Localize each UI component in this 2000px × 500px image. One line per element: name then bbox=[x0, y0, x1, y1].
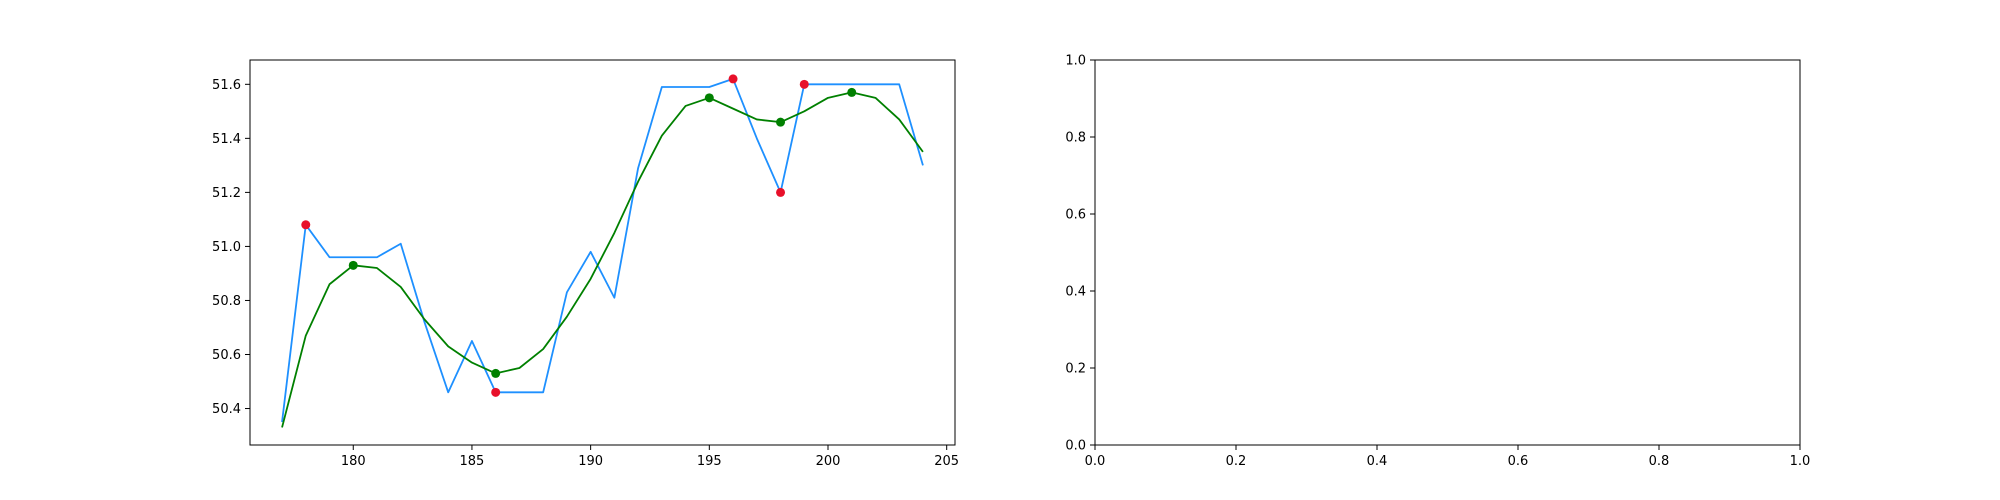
y-tick-label-0: 50.4 bbox=[212, 402, 241, 417]
x-tick-label-0: 180 bbox=[341, 454, 366, 469]
series-line-1 bbox=[281, 91, 924, 428]
y-tick-label-4: 0.8 bbox=[1065, 131, 1086, 146]
series-3-point-3 bbox=[776, 117, 786, 127]
plot-area bbox=[1095, 60, 1800, 445]
y-tick-label-3: 51.0 bbox=[212, 240, 241, 255]
x-tick-label-5: 205 bbox=[934, 454, 959, 469]
y-tick-label-2: 50.8 bbox=[212, 294, 241, 309]
plot-area bbox=[250, 60, 955, 445]
x-tick-label-2: 190 bbox=[578, 454, 603, 469]
y-tick-label-5: 51.4 bbox=[212, 132, 241, 147]
y-tick-label-5: 1.0 bbox=[1065, 54, 1086, 69]
y-tick-label-6: 51.6 bbox=[212, 78, 241, 93]
x-tick-label-1: 185 bbox=[460, 454, 485, 469]
series-2-point-1 bbox=[491, 387, 501, 397]
right-chart: 0.0 0.2 0.4 0.6 0.8 1.0 0.0 0.2 0.4 0.6 0.8 1.0 bbox=[1065, 54, 1810, 470]
x-tick-label-4: 200 bbox=[816, 454, 841, 469]
x-tick-label-3: 0.6 bbox=[1508, 454, 1529, 469]
series-3-point-0 bbox=[348, 260, 358, 270]
series-2-point-0 bbox=[301, 220, 311, 230]
series-2-point-3 bbox=[776, 187, 786, 197]
y-tick-label-1: 50.6 bbox=[212, 348, 241, 363]
x-tick-label-0: 0.0 bbox=[1085, 454, 1106, 469]
series-3-point-2 bbox=[704, 93, 714, 103]
x-tick-label-1: 0.2 bbox=[1226, 454, 1247, 469]
y-tick-label-4: 51.2 bbox=[212, 186, 241, 201]
series-2-point-4 bbox=[799, 79, 809, 89]
y-tick-label-3: 0.6 bbox=[1065, 208, 1086, 223]
x-tick-label-3: 195 bbox=[697, 454, 722, 469]
axes-frame bbox=[249, 59, 956, 446]
y-tick-label-1: 0.2 bbox=[1065, 362, 1086, 377]
series-2-point-2 bbox=[728, 74, 738, 84]
y-tick-label-0: 0.0 bbox=[1065, 439, 1086, 454]
axes-frame bbox=[1094, 59, 1801, 446]
x-tick-label-4: 0.8 bbox=[1649, 454, 1670, 469]
series-3-point-4 bbox=[847, 87, 857, 97]
series-line-0 bbox=[281, 78, 924, 423]
x-tick-label-2: 0.4 bbox=[1367, 454, 1388, 469]
y-tick-label-2: 0.4 bbox=[1065, 285, 1086, 300]
left-chart: 180 185 190 195 200 205 50.4 50.6 50.8 51.0 51.2 51… bbox=[212, 59, 959, 469]
x-tick-label-5: 1.0 bbox=[1790, 454, 1811, 469]
series-3-point-1 bbox=[491, 368, 501, 378]
